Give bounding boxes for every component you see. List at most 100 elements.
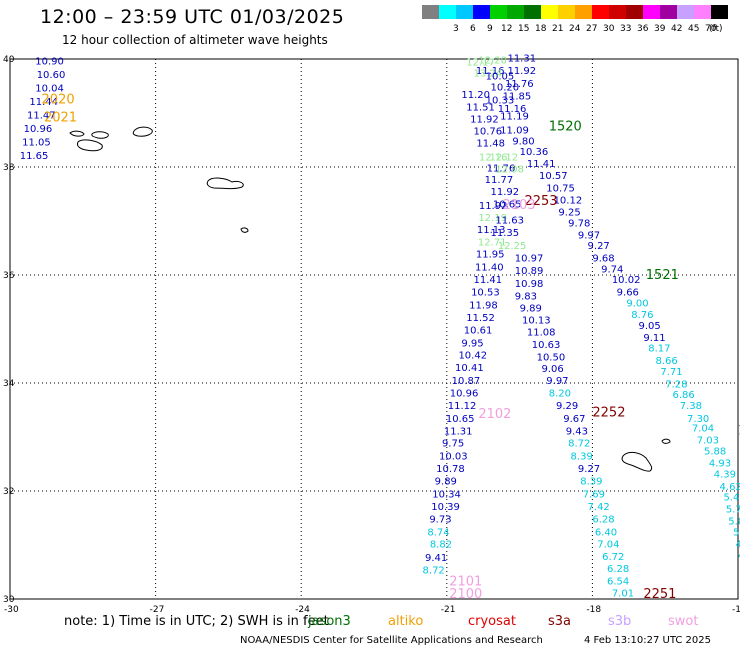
wave-value: 11.12 bbox=[448, 401, 477, 412]
wave-value: 10.78 bbox=[436, 464, 465, 475]
satellite-label-s3b: s3b bbox=[608, 614, 632, 629]
wave-value: 8.72 bbox=[568, 439, 590, 450]
wave-value: 10.75 bbox=[546, 183, 575, 194]
wave-value: 12.25 bbox=[498, 241, 527, 252]
legend-swatch bbox=[422, 5, 439, 19]
pass-time-label: 151 bbox=[738, 423, 740, 438]
wave-value: 11.77 bbox=[485, 175, 514, 186]
wave-value: 7.42 bbox=[588, 502, 610, 513]
lon-tick-label: -21 bbox=[441, 605, 456, 615]
pass-time-label: 1521 bbox=[646, 268, 679, 283]
lon-tick-label: -27 bbox=[150, 605, 165, 615]
lat-tick-label: 36 bbox=[3, 271, 15, 281]
wave-value: 10.96 bbox=[450, 389, 479, 400]
legend-label: 33 bbox=[620, 24, 632, 34]
wave-value: 9.75 bbox=[442, 439, 464, 450]
wave-value: 12.71 bbox=[478, 237, 507, 248]
wave-value: 13.24 bbox=[473, 68, 502, 79]
wave-value: 9.00 bbox=[626, 298, 648, 309]
lat-tick-label: 40 bbox=[3, 55, 15, 65]
wave-value: 4. bbox=[738, 551, 740, 562]
island-outline bbox=[132, 126, 153, 137]
page-subtitle: 12 hour collection of altimeter wave hei… bbox=[62, 33, 328, 47]
legend-swatch bbox=[660, 5, 677, 19]
wave-value: 10.04 bbox=[35, 83, 64, 94]
legend-swatch bbox=[609, 5, 626, 19]
wave-value: 10.53 bbox=[471, 288, 500, 299]
wave-value: 9.97 bbox=[578, 230, 600, 241]
wave-value: 6.40 bbox=[595, 527, 617, 538]
legend-swatch bbox=[711, 5, 728, 19]
wave-value: 11.16 bbox=[476, 66, 505, 77]
wave-value: 10.61 bbox=[464, 325, 493, 336]
wave-value: 11.92 bbox=[507, 66, 536, 77]
legend-label: 12 bbox=[501, 24, 513, 34]
wave-value: 4.93 bbox=[709, 459, 731, 470]
legend-swatch bbox=[575, 5, 592, 19]
pass-time-label: 2020 bbox=[42, 92, 75, 107]
wave-value: 4.62 bbox=[720, 482, 740, 493]
legend-swatch bbox=[626, 5, 643, 19]
legend-label: 70 bbox=[705, 24, 717, 34]
wave-value: 9.27 bbox=[588, 241, 610, 252]
wave-value: 7.04 bbox=[692, 424, 714, 435]
legend-label: 45 bbox=[688, 24, 700, 34]
wave-value: 10.97 bbox=[515, 254, 544, 265]
wave-value: 8.72 bbox=[423, 566, 445, 577]
wave-value: 11.08 bbox=[527, 327, 556, 338]
wave-value: 6.54 bbox=[607, 576, 629, 587]
legend-label: 3 bbox=[453, 24, 459, 34]
pass-time-label: 2103 bbox=[503, 198, 536, 213]
wave-value: 7.01 bbox=[612, 588, 634, 599]
wave-value: 7.69 bbox=[583, 489, 605, 500]
credit-text: NOAA/NESDIS Center for Satellite Applica… bbox=[240, 635, 543, 646]
wave-value: 11.76 bbox=[487, 163, 516, 174]
legend-swatch bbox=[456, 5, 473, 19]
wave-value: 11.65 bbox=[20, 151, 49, 162]
wave-value: 9.74 bbox=[601, 264, 623, 275]
wave-value: 5.49 bbox=[723, 493, 740, 504]
wave-value: 11.52 bbox=[466, 313, 495, 324]
wave-value: 9.11 bbox=[643, 333, 665, 344]
pass-time-label: 2100 bbox=[449, 587, 482, 602]
legend-label: 30 bbox=[603, 24, 615, 34]
legend-swatch bbox=[643, 5, 660, 19]
pass-time-label: 2102 bbox=[478, 407, 511, 422]
wave-value: 5.89 bbox=[728, 516, 740, 527]
wave-value: 10.13 bbox=[522, 316, 551, 327]
wave-value: 11.41 bbox=[527, 159, 556, 170]
wave-value: 5.1 bbox=[733, 527, 740, 538]
wave-value: 5.88 bbox=[704, 446, 726, 457]
wave-value: 11.31 bbox=[507, 54, 536, 65]
wave-value: 10.36 bbox=[520, 147, 549, 158]
satellite-label-jason3: jason3 bbox=[308, 614, 351, 629]
generated-timestamp: 4 Feb 13:10:27 UTC 2025 bbox=[584, 635, 711, 646]
legend-label: 39 bbox=[654, 24, 666, 34]
wave-value: 10.41 bbox=[455, 363, 484, 374]
legend-label: 27 bbox=[586, 24, 598, 34]
footer-note: note: 1) Time is in UTC; 2) SWH is in fe… bbox=[64, 614, 329, 629]
legend-label: 18 bbox=[535, 24, 547, 34]
wave-value: 9.78 bbox=[568, 218, 590, 229]
wave-value: 11.40 bbox=[475, 263, 504, 274]
wave-value: 11.44 bbox=[29, 97, 58, 108]
wave-value: 7.03 bbox=[697, 435, 719, 446]
wave-value: 9.43 bbox=[566, 426, 588, 437]
wave-value: 10.42 bbox=[458, 351, 487, 362]
wave-value: 7.30 bbox=[687, 414, 709, 425]
island-outline bbox=[621, 451, 653, 472]
wave-value: 9.68 bbox=[592, 254, 614, 265]
wave-value: 11.31 bbox=[444, 426, 473, 437]
wave-value: 9.05 bbox=[639, 321, 661, 332]
pass-time-label: 2251 bbox=[643, 587, 676, 602]
lat-tick-label: 32 bbox=[3, 487, 14, 497]
wave-value: 7.71 bbox=[660, 367, 682, 378]
wave-value: 10.76 bbox=[473, 127, 502, 138]
legend-unit: (ft) bbox=[709, 24, 723, 34]
wave-value: 9.41 bbox=[425, 553, 447, 564]
wave-value: 11.35 bbox=[490, 228, 519, 239]
wave-value: 8.39 bbox=[580, 477, 602, 488]
wave-value: 8.20 bbox=[549, 389, 571, 400]
wave-value: 10.05 bbox=[486, 72, 515, 83]
legend-swatch bbox=[507, 5, 524, 19]
